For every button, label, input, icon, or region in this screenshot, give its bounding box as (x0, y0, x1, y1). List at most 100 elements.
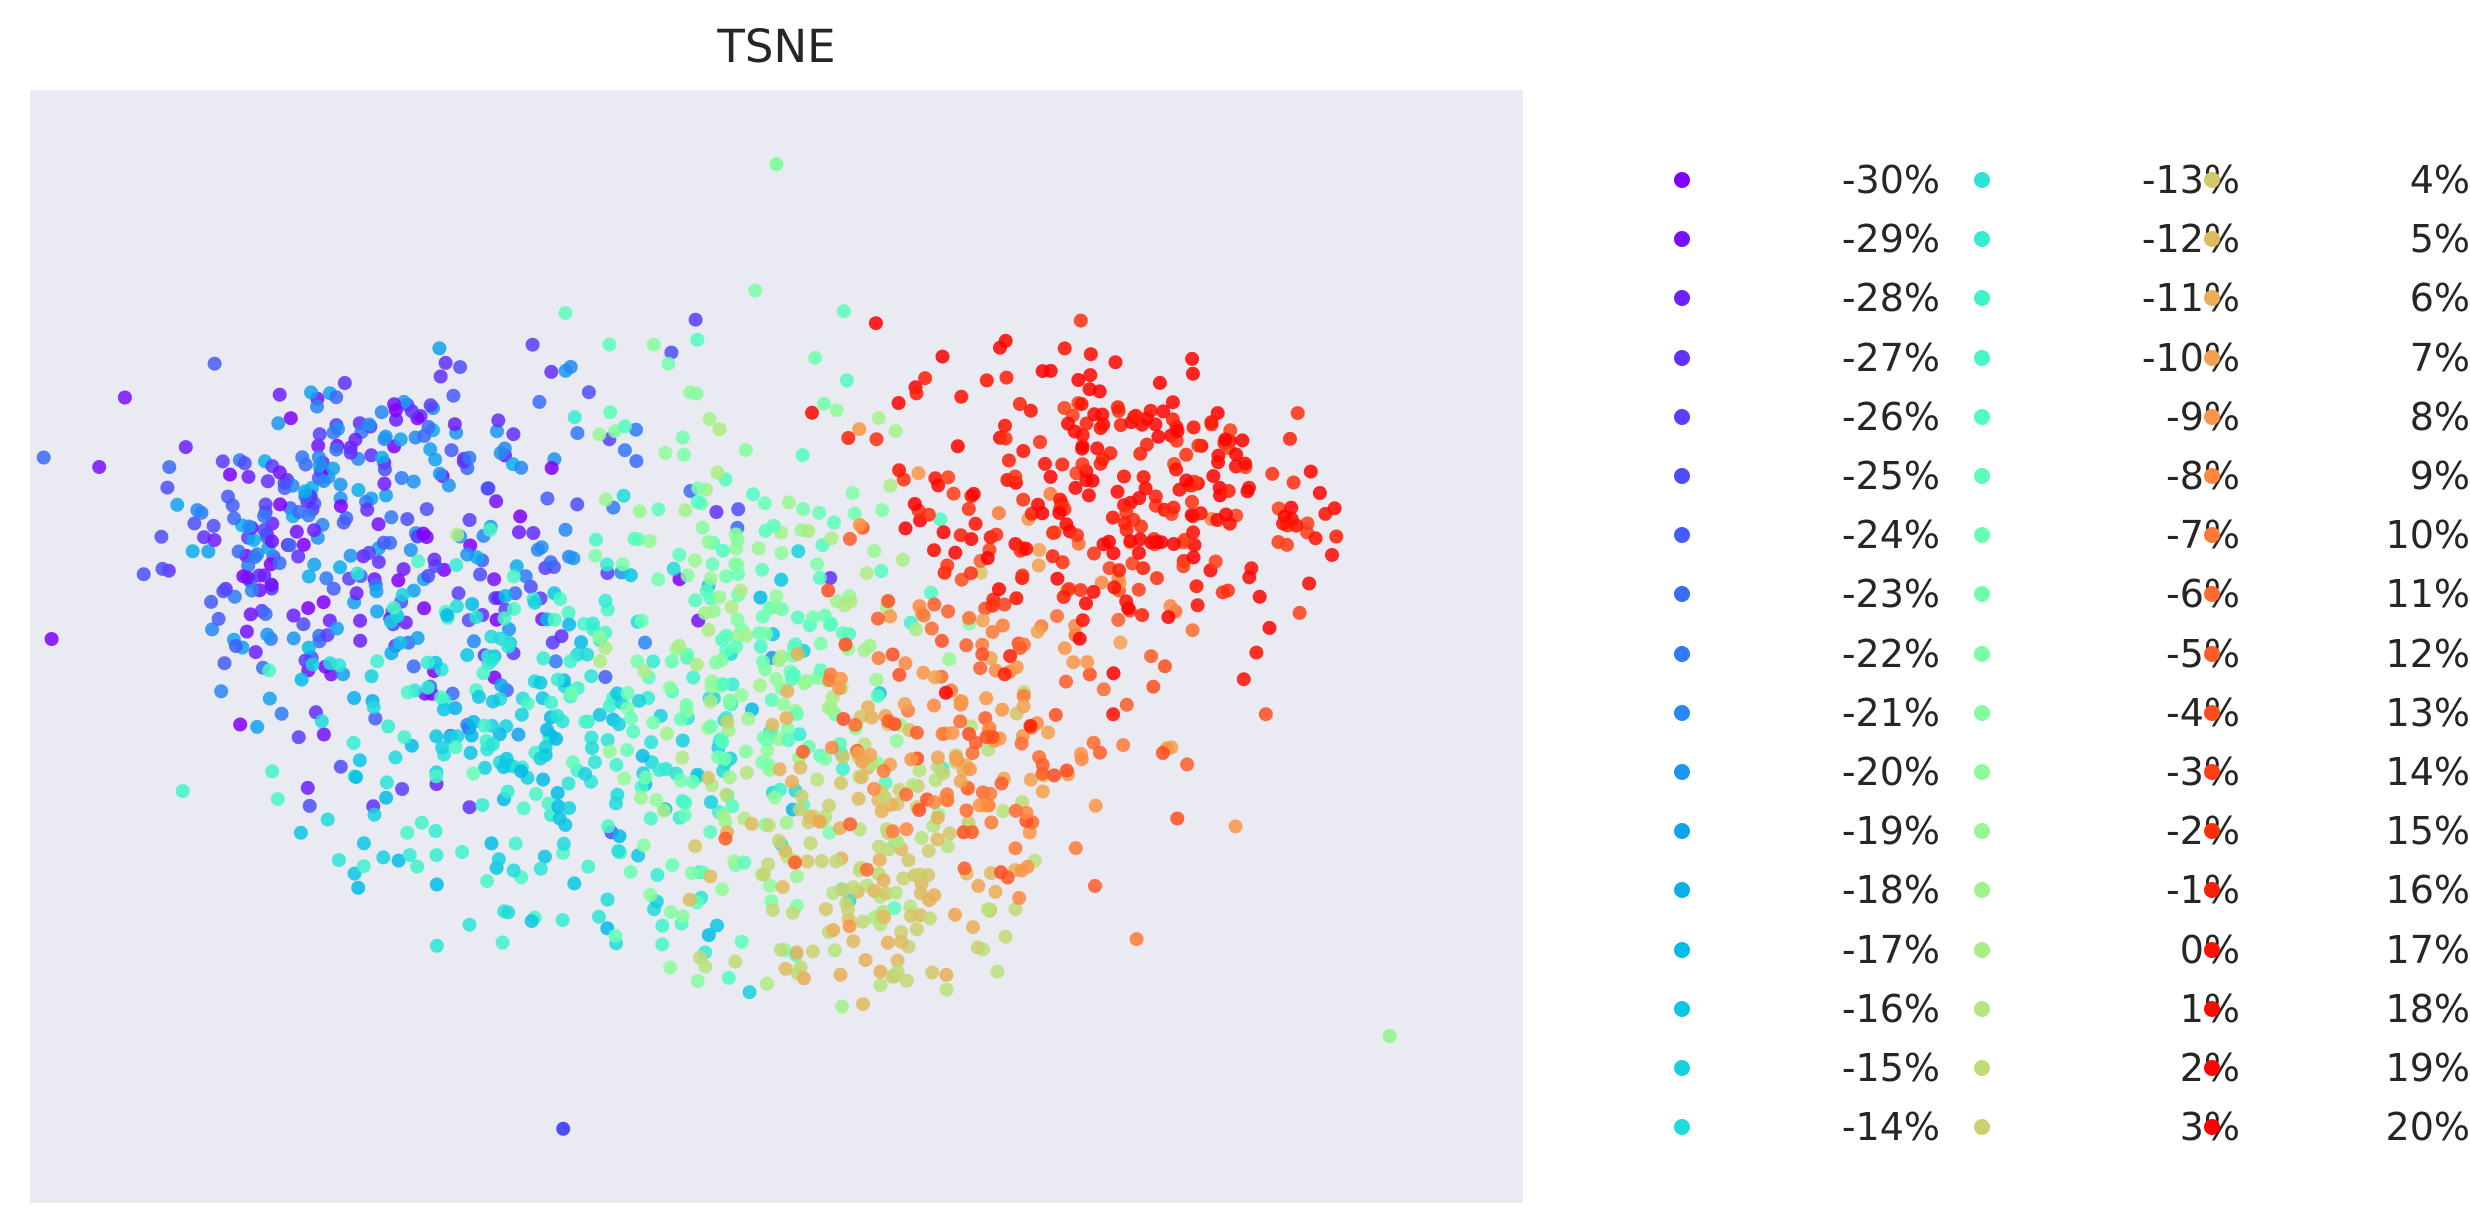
data-point (916, 665, 931, 680)
data-point (632, 504, 647, 519)
legend-label: 8% (2409, 394, 2470, 439)
data-point (246, 533, 261, 548)
data-point (406, 659, 421, 674)
data-point (117, 390, 132, 405)
data-point (1286, 475, 1301, 490)
data-point (291, 730, 306, 745)
data-point (301, 601, 316, 616)
legend-label: 15% (2385, 809, 2470, 854)
data-point (1071, 373, 1086, 387)
data-point (501, 905, 516, 920)
data-point (677, 808, 692, 823)
data-point (1092, 384, 1107, 399)
data-point (841, 902, 855, 917)
legend-item: -5% (1940, 624, 2240, 684)
data-point (1163, 599, 1178, 614)
data-point (598, 492, 613, 507)
data-point (563, 654, 578, 669)
data-point (1012, 891, 1027, 905)
legend-item: -12% (1940, 209, 2240, 269)
data-point (867, 781, 881, 796)
data-point (1228, 819, 1243, 834)
data-point (975, 637, 990, 652)
data-point (333, 560, 347, 575)
data-point (206, 518, 221, 533)
data-point (753, 639, 768, 654)
data-point (772, 762, 787, 777)
data-point (428, 824, 443, 838)
data-point (1149, 571, 1164, 586)
data-point (1240, 484, 1255, 499)
data-point (501, 639, 516, 654)
data-point (774, 942, 788, 957)
data-point (460, 648, 475, 663)
data-point (649, 793, 664, 807)
data-point (379, 775, 394, 790)
data-point (716, 808, 731, 823)
data-point (511, 727, 526, 742)
data-point (1131, 582, 1146, 597)
data-point (296, 537, 311, 552)
data-point (570, 497, 585, 512)
data-point (1035, 757, 1050, 772)
data-point (1156, 404, 1171, 419)
data-point (710, 465, 725, 480)
data-point (737, 855, 752, 870)
data-point (600, 733, 615, 748)
data-point (962, 762, 977, 777)
data-point (333, 499, 348, 514)
legend-marker (2204, 586, 2220, 603)
data-point (963, 566, 978, 581)
data-point (343, 445, 358, 460)
data-point (272, 387, 287, 402)
data-point (1008, 902, 1023, 917)
data-point (353, 633, 368, 648)
data-point (953, 528, 968, 543)
scatter-plot (30, 90, 1523, 1203)
data-point (774, 572, 789, 587)
legend-item: 16% (2170, 860, 2470, 920)
data-point (968, 516, 983, 531)
data-point (848, 717, 863, 732)
data-point (821, 583, 836, 598)
data-point (965, 825, 979, 840)
data-point (544, 695, 559, 710)
data-point (678, 795, 693, 810)
data-point (878, 790, 893, 805)
data-point (551, 799, 566, 814)
data-point (419, 530, 434, 545)
data-point (1186, 525, 1201, 540)
data-point (1088, 879, 1102, 893)
legend-item: -10% (1940, 328, 2240, 388)
legend-marker (1674, 349, 1690, 366)
data-point (1176, 559, 1191, 574)
data-point (410, 631, 425, 645)
data-point (746, 487, 760, 502)
legend-label: -10% (2141, 335, 2240, 380)
data-point (395, 782, 410, 796)
data-point (500, 784, 515, 799)
data-point (762, 600, 777, 615)
legend-label: -3% (2166, 750, 2240, 794)
data-point (1108, 355, 1123, 370)
data-point (393, 636, 408, 650)
data-point (1165, 395, 1180, 410)
data-point (1303, 464, 1318, 479)
legend-item: 11% (2170, 564, 2470, 624)
legend-marker (2204, 823, 2220, 840)
data-point (384, 646, 399, 661)
data-point (1221, 484, 1236, 498)
data-point (197, 530, 211, 545)
data-point (529, 787, 544, 801)
legend-marker (1674, 290, 1690, 307)
legend-marker (1674, 231, 1690, 248)
data-point (708, 655, 723, 670)
data-point (518, 569, 533, 584)
data-point (705, 557, 720, 572)
data-point (391, 853, 406, 868)
data-point (763, 878, 777, 893)
legend-label: 5% (2409, 217, 2470, 262)
legend-item: 7% (2170, 328, 2470, 388)
data-point (562, 801, 577, 816)
data-point (685, 774, 700, 789)
